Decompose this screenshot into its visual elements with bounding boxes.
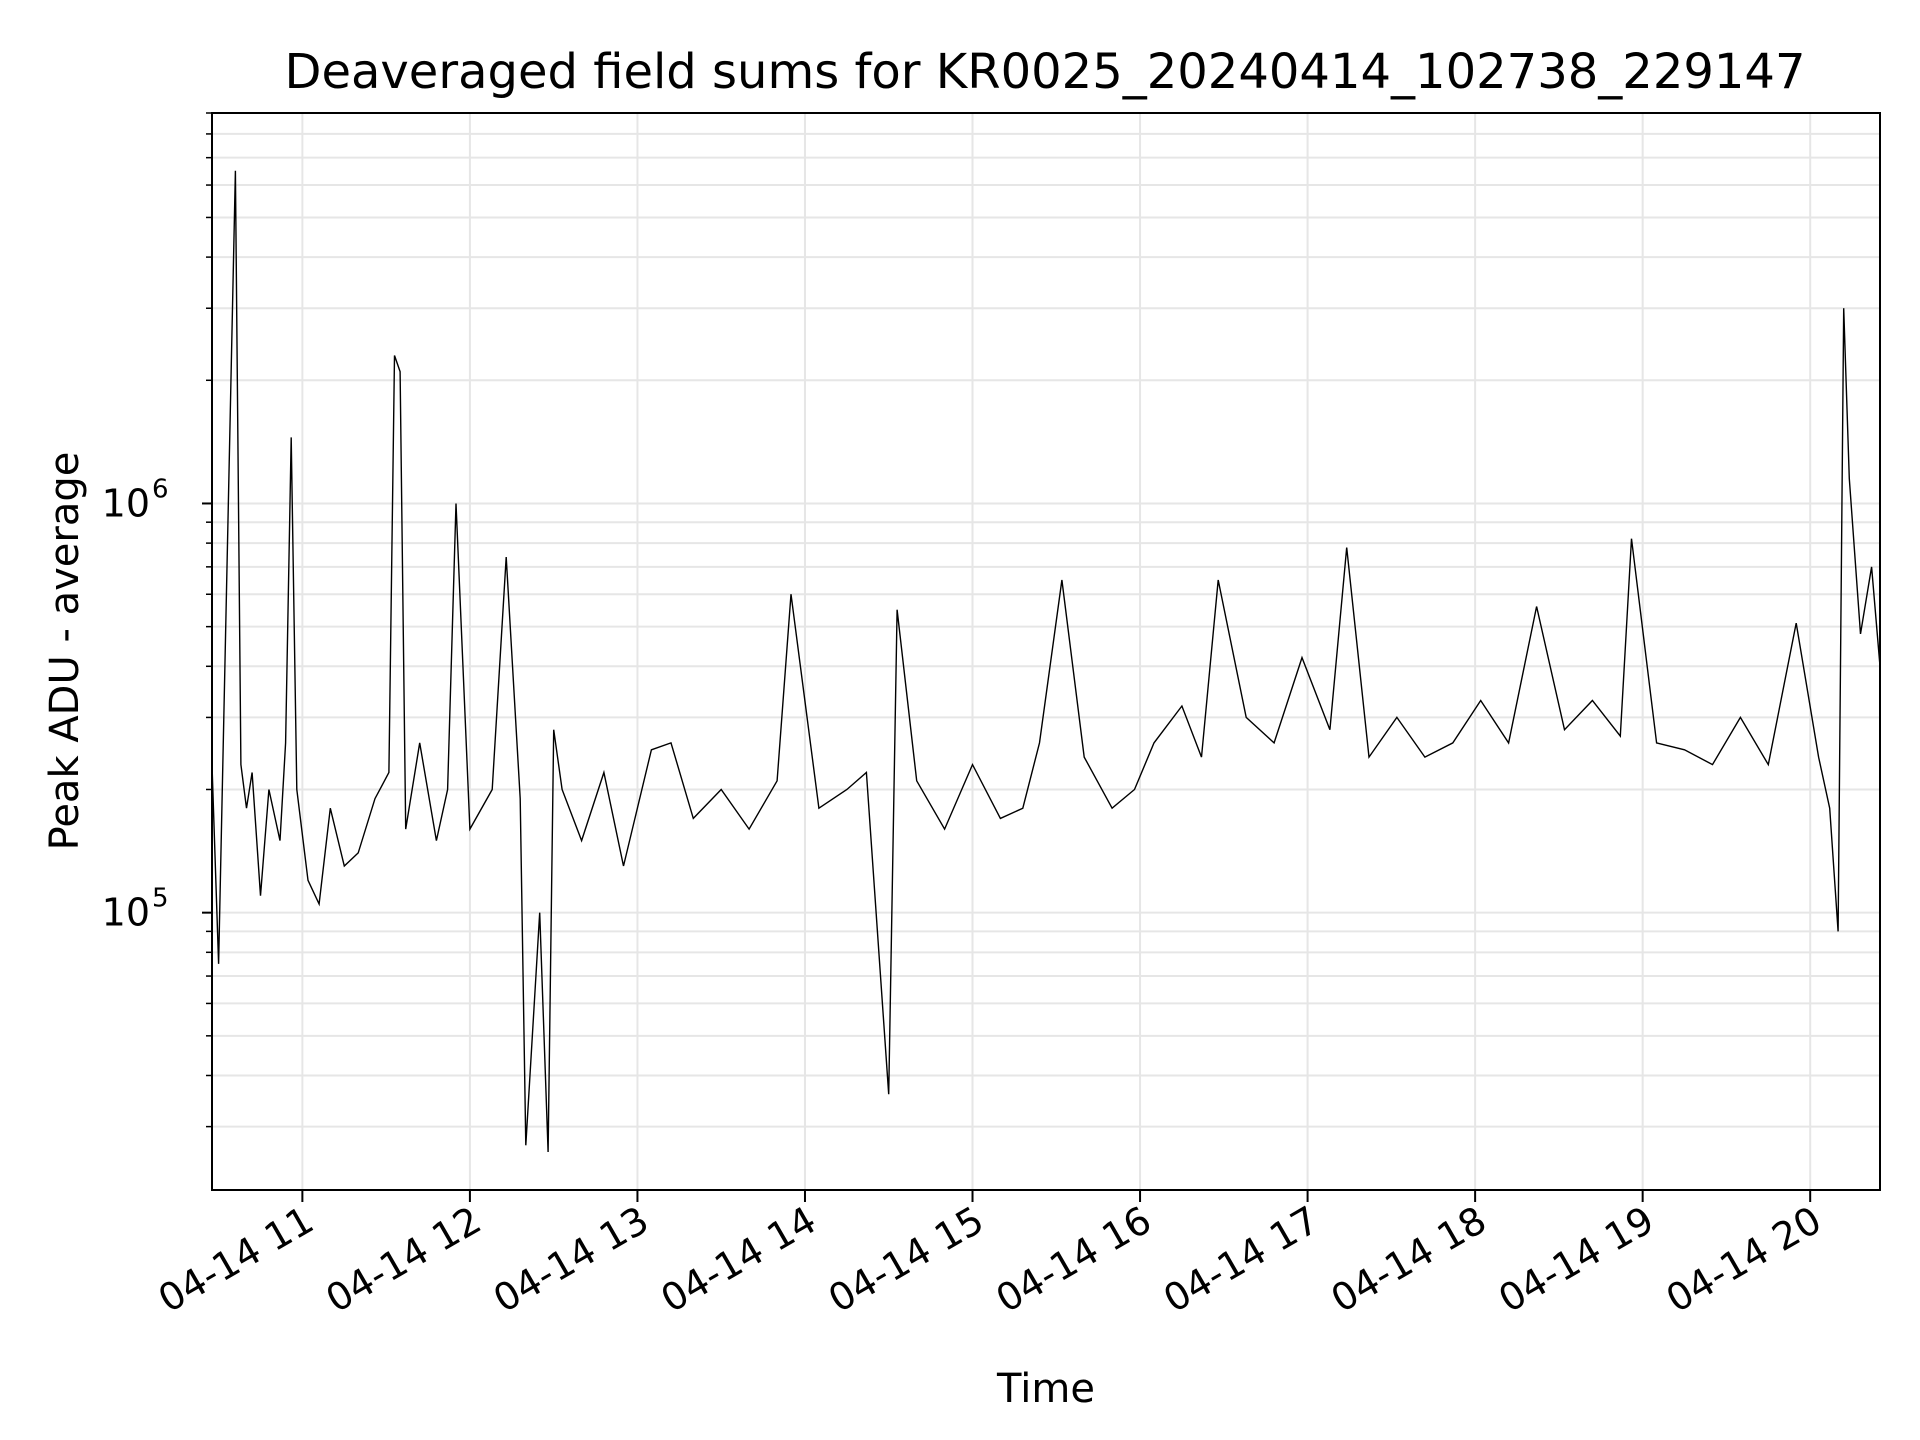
grid <box>212 112 1880 1190</box>
chart-title: Deaveraged field sums for KR0025_2024041… <box>284 44 1805 100</box>
data-line <box>211 170 1881 1153</box>
plot-frame <box>211 112 1881 1191</box>
y-tick-label: 10 <box>102 891 150 935</box>
y-tick-label-exponent: 6 <box>152 474 169 504</box>
y-tick-label: 10 <box>102 481 150 525</box>
plot-area <box>212 113 1880 1190</box>
x-axis-label: Time <box>996 1366 1095 1412</box>
y-axis-label: Peak ADU - average <box>42 452 88 851</box>
y-tick-label-exponent: 5 <box>152 884 169 914</box>
